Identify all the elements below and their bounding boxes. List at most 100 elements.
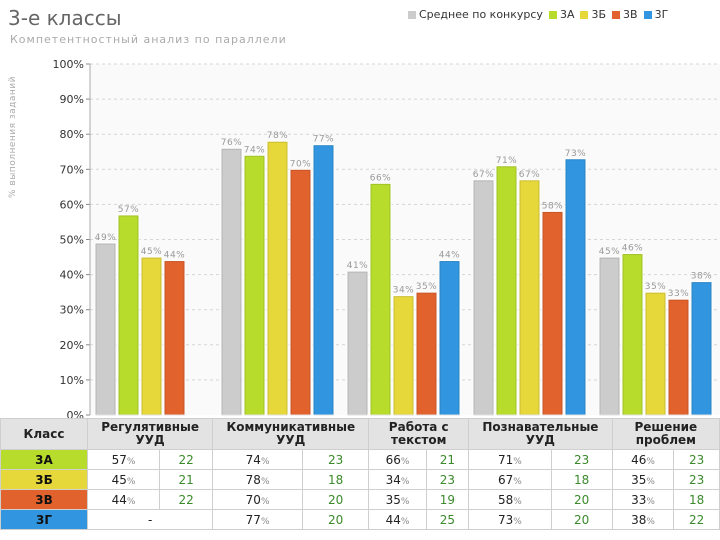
bar-value-label: 76% [221, 138, 243, 148]
bar [140, 256, 163, 416]
legend-item: 3А [548, 8, 575, 21]
legend-item: 3В [612, 8, 638, 21]
table-cell-count: 23 [673, 469, 720, 490]
y-tick-label: 20% [60, 339, 84, 352]
legend-item: 3Б [580, 8, 606, 21]
bar-chart: 0% 10% 20% 30% 40% 50% 60% 70% 80% 90% 100% 49% 57% 4… [53, 58, 720, 418]
bar [220, 147, 243, 416]
bar-outline [565, 159, 586, 416]
table-row: 3Б 45% 21 78% 18 34% 23 67% 18 35% 23 [0, 469, 720, 490]
table-cell-percent: 44% [87, 489, 160, 510]
legend-swatch [408, 10, 416, 19]
table-header-class: Класс [0, 418, 88, 450]
legend-swatch [643, 10, 652, 19]
bar-outline [416, 292, 437, 416]
bar-outline [542, 211, 563, 416]
table-cell-percent: 44% [368, 509, 427, 530]
bar-value-label: 41% [347, 261, 369, 271]
bar-outline [668, 299, 689, 416]
table-cell-count: 23 [301, 449, 370, 470]
table-cell-count: 19 [425, 489, 470, 510]
table-cell-count: 23 [550, 449, 613, 470]
table-cell-empty: - [86, 509, 214, 530]
table-class-label: 3Б [0, 469, 88, 490]
bar [415, 291, 438, 416]
bar-value-label: 73% [565, 149, 587, 159]
bar-outline [118, 215, 139, 416]
table-cell-percent: 45% [87, 469, 160, 490]
bar-outline [347, 271, 368, 416]
bar-value-label: 35% [416, 282, 438, 292]
table-cell-percent: 78% [212, 469, 303, 490]
y-tick-label: 60% [60, 198, 84, 211]
bar-outline [473, 180, 494, 416]
table-cell-percent: 74% [212, 449, 303, 470]
bar-value-label: 33% [668, 289, 690, 299]
bar [289, 168, 312, 416]
bar [541, 210, 564, 416]
bar [644, 291, 667, 416]
bar-outline [691, 282, 712, 416]
bar-outline [622, 254, 643, 416]
table-cell-percent: 35% [368, 489, 427, 510]
y-tick-label: 40% [60, 269, 84, 282]
bar-outline [519, 180, 540, 416]
bar [598, 256, 621, 416]
bar-outline [164, 261, 185, 416]
bar [621, 253, 644, 416]
chart-title: 3-е классы [8, 6, 122, 30]
legend-label: Среднее по конкурсу [419, 8, 543, 21]
bar [94, 242, 117, 416]
table-cell-percent: 73% [468, 509, 552, 530]
bar-outline [370, 183, 391, 416]
table-cell-count: 22 [158, 449, 214, 470]
chart-subtitle: Компетентностный анализ по параллели [10, 33, 287, 46]
table-cell-count: 18 [301, 469, 370, 490]
bar-outline [141, 257, 162, 416]
table-cell-percent: 77% [212, 509, 303, 530]
bar-value-label: 35% [645, 282, 667, 292]
table-header-cell: Коммуникативные УУД [212, 418, 370, 450]
bar-value-label: 58% [542, 201, 564, 211]
table-class-label: 3В [0, 489, 88, 510]
legend-swatch [548, 10, 557, 19]
bar-outline [290, 169, 311, 416]
y-tick-label: 30% [60, 304, 84, 317]
table-cell-percent: 33% [611, 489, 675, 510]
bar-value-label: 46% [622, 244, 644, 254]
y-tick-label: 100% [53, 58, 84, 71]
table-cell-count: 23 [673, 449, 720, 470]
bar [312, 144, 335, 416]
y-tick-label: 50% [60, 234, 84, 247]
bar [117, 214, 140, 416]
table-cell-count: 22 [158, 489, 214, 510]
legend-swatch [612, 10, 621, 19]
table-cell-count: 25 [425, 509, 470, 530]
y-tick-label: 80% [60, 128, 84, 141]
bar-outline [95, 243, 116, 416]
bar-outline [267, 141, 288, 416]
table-cell-percent: 35% [611, 469, 675, 490]
table-header-cell: Регулятивные УУД [86, 418, 214, 450]
bar [667, 298, 690, 416]
bar-value-label: 49% [95, 233, 117, 243]
table-cell-percent: 66% [368, 449, 427, 470]
y-tick-label: 90% [60, 93, 84, 106]
legend-label: 3А [559, 8, 575, 21]
table-header-cell: Познавательные УУД [468, 418, 613, 450]
table-cell-percent: 70% [212, 489, 303, 510]
bar-value-label: 71% [496, 156, 518, 166]
legend-label: 3Г [654, 8, 669, 21]
table-class-label: 3Г [0, 509, 88, 530]
bar-outline [313, 145, 334, 416]
bar-value-label: 67% [473, 170, 495, 180]
bar-value-label: 67% [519, 170, 541, 180]
bar-outline [599, 257, 620, 416]
y-tick-label: 10% [60, 374, 84, 387]
bar [564, 158, 587, 416]
table-header-row: Класс Регулятивные УУД Коммуникативные УУД… [0, 418, 720, 450]
bar-value-label: 44% [439, 251, 461, 261]
table-row: 3В 44% 22 70% 20 35% 19 58% 20 33% 18 [0, 489, 720, 510]
bar-value-label: 70% [290, 159, 312, 169]
y-tick-label: 70% [60, 163, 84, 176]
